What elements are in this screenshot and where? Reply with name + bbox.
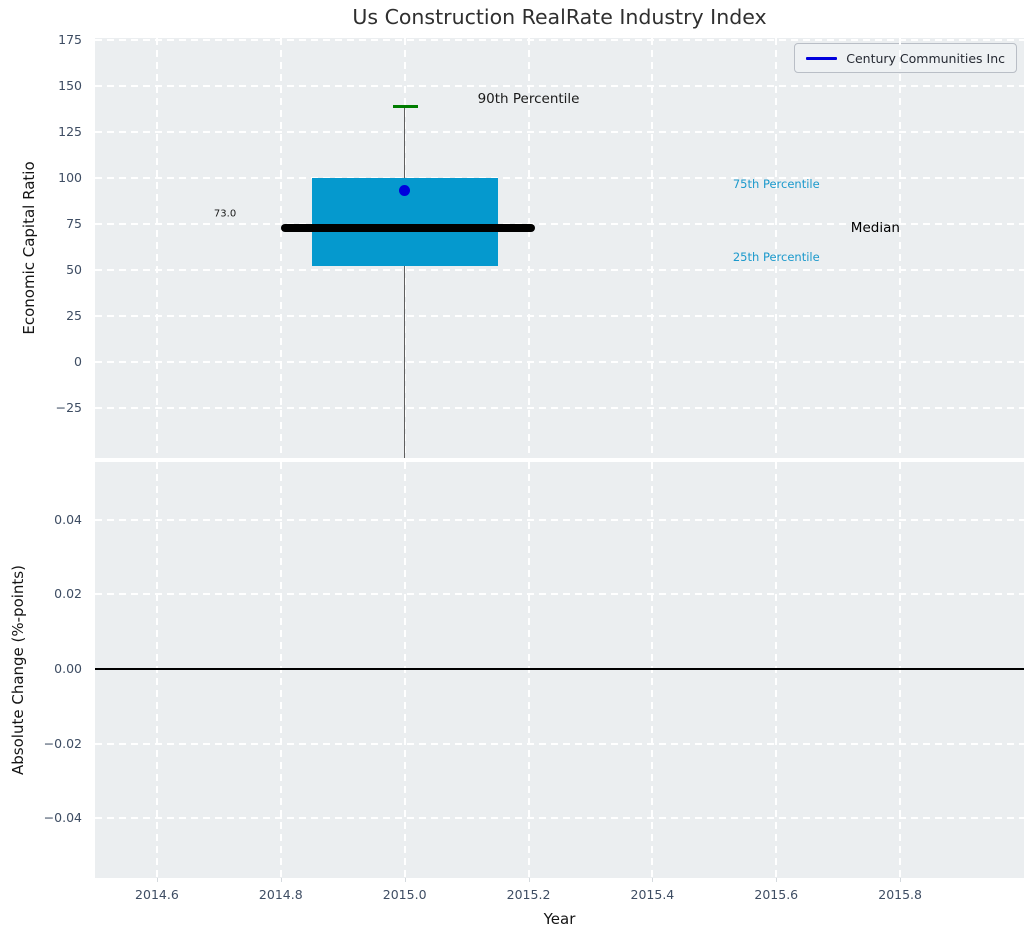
y-tick-label: 125 — [58, 123, 82, 139]
gridline — [95, 593, 1024, 596]
gridline — [775, 462, 778, 878]
annotation-73-0: 73.0 — [213, 208, 237, 220]
gridline — [279, 38, 282, 458]
y-tick-label: 175 — [58, 31, 82, 47]
gridline — [155, 38, 158, 458]
legend-line-swatch — [806, 56, 838, 60]
annotation-25th-percentile: 25th Percentile — [732, 250, 820, 265]
x-tick-mark — [280, 878, 282, 882]
y-tick-label: 75 — [66, 216, 82, 232]
x-tick-mark — [776, 878, 778, 882]
x-tick-label: 2014.6 — [135, 887, 179, 902]
p90-cap — [392, 104, 418, 108]
x-axis-label: Year — [543, 910, 576, 928]
gridline — [95, 742, 1024, 745]
y-tick-label: −0.04 — [43, 810, 82, 826]
top-plot-area: Century Communities Inc 90th Percentile 7… — [95, 38, 1024, 458]
annotation-median: Median — [850, 219, 900, 236]
whisker-line — [403, 106, 406, 458]
y-tick-label: 0 — [74, 354, 82, 370]
legend-label: Century Communities Inc — [846, 50, 1005, 66]
median-line — [280, 223, 535, 232]
top-y-axis-ticks: 175 150 125 100 75 50 25 0 −25 — [0, 32, 88, 458]
gridline — [95, 269, 1024, 272]
gridline — [95, 817, 1024, 820]
zero-line — [95, 668, 1024, 670]
bottom-y-axis-ticks: 0.04 0.02 0.00 −0.02 −0.04 — [0, 462, 88, 878]
gridline — [651, 38, 654, 458]
chart-title: Us Construction RealRate Industry Index — [352, 5, 767, 29]
gridline — [95, 84, 1024, 87]
top-y-axis-label: Economic Capital Ratio — [20, 161, 38, 335]
x-tick-label: 2015.0 — [382, 887, 427, 902]
y-tick-label: 150 — [58, 77, 82, 93]
y-tick-label: 100 — [58, 170, 82, 185]
x-axis-ticks: 2014.6 2014.8 2015.0 2015.2 2015.4 2015.6 2015… — [95, 878, 1024, 906]
gridline — [403, 462, 406, 878]
bottom-y-axis-label: Absolute Change (%-points) — [9, 565, 27, 775]
gridline — [775, 38, 778, 458]
gridline — [95, 130, 1024, 133]
gridline — [95, 38, 1024, 41]
x-tick-mark — [404, 878, 406, 882]
gridline — [95, 361, 1024, 364]
gridline — [95, 407, 1024, 410]
annotation-75th-percentile: 75th Percentile — [732, 176, 820, 191]
gridline — [95, 518, 1024, 521]
x-tick-label: 2015.6 — [754, 887, 799, 902]
y-tick-label: −0.02 — [43, 735, 82, 751]
x-tick-label: 2015.2 — [506, 887, 551, 902]
legend: Century Communities Inc — [794, 43, 1017, 73]
gridline — [651, 462, 654, 878]
gridline — [155, 462, 158, 878]
y-tick-label: 0.02 — [54, 586, 82, 602]
gridline — [279, 462, 282, 878]
y-tick-label: −25 — [55, 400, 82, 416]
y-tick-label: 0.00 — [54, 661, 82, 677]
company-data-point — [399, 185, 411, 197]
gridline — [95, 315, 1024, 318]
y-tick-label: 25 — [66, 308, 82, 324]
gridline — [95, 223, 1024, 226]
gridline — [899, 462, 902, 878]
x-tick-mark — [900, 878, 902, 882]
x-tick-label: 2014.8 — [258, 887, 303, 902]
gridline — [527, 38, 530, 458]
x-tick-mark — [156, 878, 158, 882]
y-tick-label: 50 — [66, 262, 82, 278]
x-tick-label: 2015.8 — [878, 887, 922, 902]
x-tick-mark — [652, 878, 654, 882]
x-tick-label: 2015.4 — [630, 887, 675, 902]
annotation-90th-percentile: 90th Percentile — [477, 90, 580, 107]
x-tick-mark — [528, 878, 530, 882]
gridline — [527, 462, 530, 878]
y-tick-label: 0.04 — [54, 511, 82, 527]
gridline — [899, 38, 902, 458]
gridline — [95, 177, 1024, 179]
bottom-plot-area — [95, 462, 1024, 878]
